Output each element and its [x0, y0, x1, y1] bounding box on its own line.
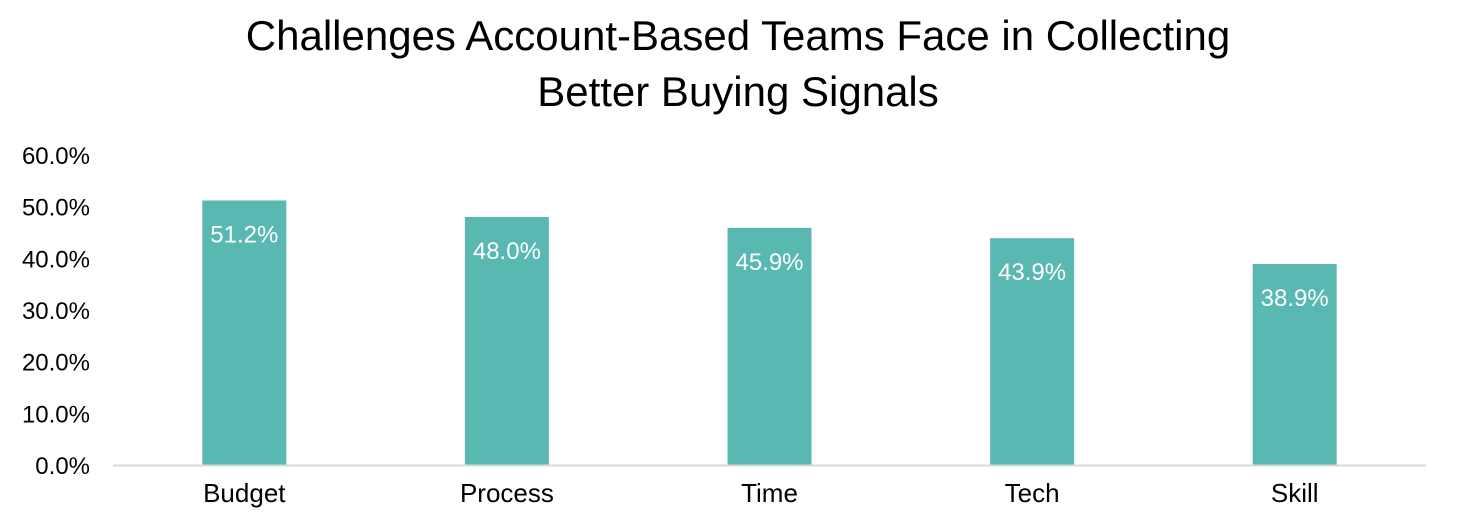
data-labels: 51.2% 48.0% 45.9% 43.9% 38.9%: [210, 221, 1328, 312]
bar-time: [727, 227, 812, 465]
bar-process: [464, 217, 549, 465]
bar-skill: [1252, 264, 1337, 465]
y-tick-label: 0.0%: [35, 453, 90, 480]
data-label-budget: 51.2%: [210, 221, 278, 248]
y-tick-label: 10.0%: [22, 401, 90, 428]
chart-title: Challenges Account-Based Teams Face in C…: [246, 12, 1230, 115]
y-tick-label: 60.0%: [22, 143, 90, 170]
chart-title-line-1: Challenges Account-Based Teams Face in C…: [246, 12, 1230, 59]
bars: [202, 200, 1337, 465]
x-axis-category-labels: Budget Process Time Tech Skill: [203, 478, 1318, 508]
category-label-process: Process: [460, 478, 554, 508]
chart-title-line-2: Better Buying Signals: [537, 68, 939, 115]
bar-tech: [990, 238, 1075, 465]
data-label-time: 45.9%: [735, 249, 803, 276]
y-tick-label: 50.0%: [22, 195, 90, 222]
y-axis-tick-labels: 0.0% 10.0% 20.0% 30.0% 40.0% 50.0% 60.0%: [22, 143, 90, 480]
category-label-skill: Skill: [1271, 478, 1319, 508]
y-tick-label: 20.0%: [22, 350, 90, 377]
category-label-budget: Budget: [203, 478, 286, 508]
y-tick-label: 40.0%: [22, 246, 90, 273]
data-label-process: 48.0%: [473, 238, 541, 265]
category-label-tech: Tech: [1005, 478, 1060, 508]
data-label-tech: 43.9%: [998, 259, 1066, 286]
bar-budget: [202, 200, 287, 465]
category-label-time: Time: [741, 478, 798, 508]
data-label-skill: 38.9%: [1261, 285, 1329, 312]
y-tick-label: 30.0%: [22, 298, 90, 325]
